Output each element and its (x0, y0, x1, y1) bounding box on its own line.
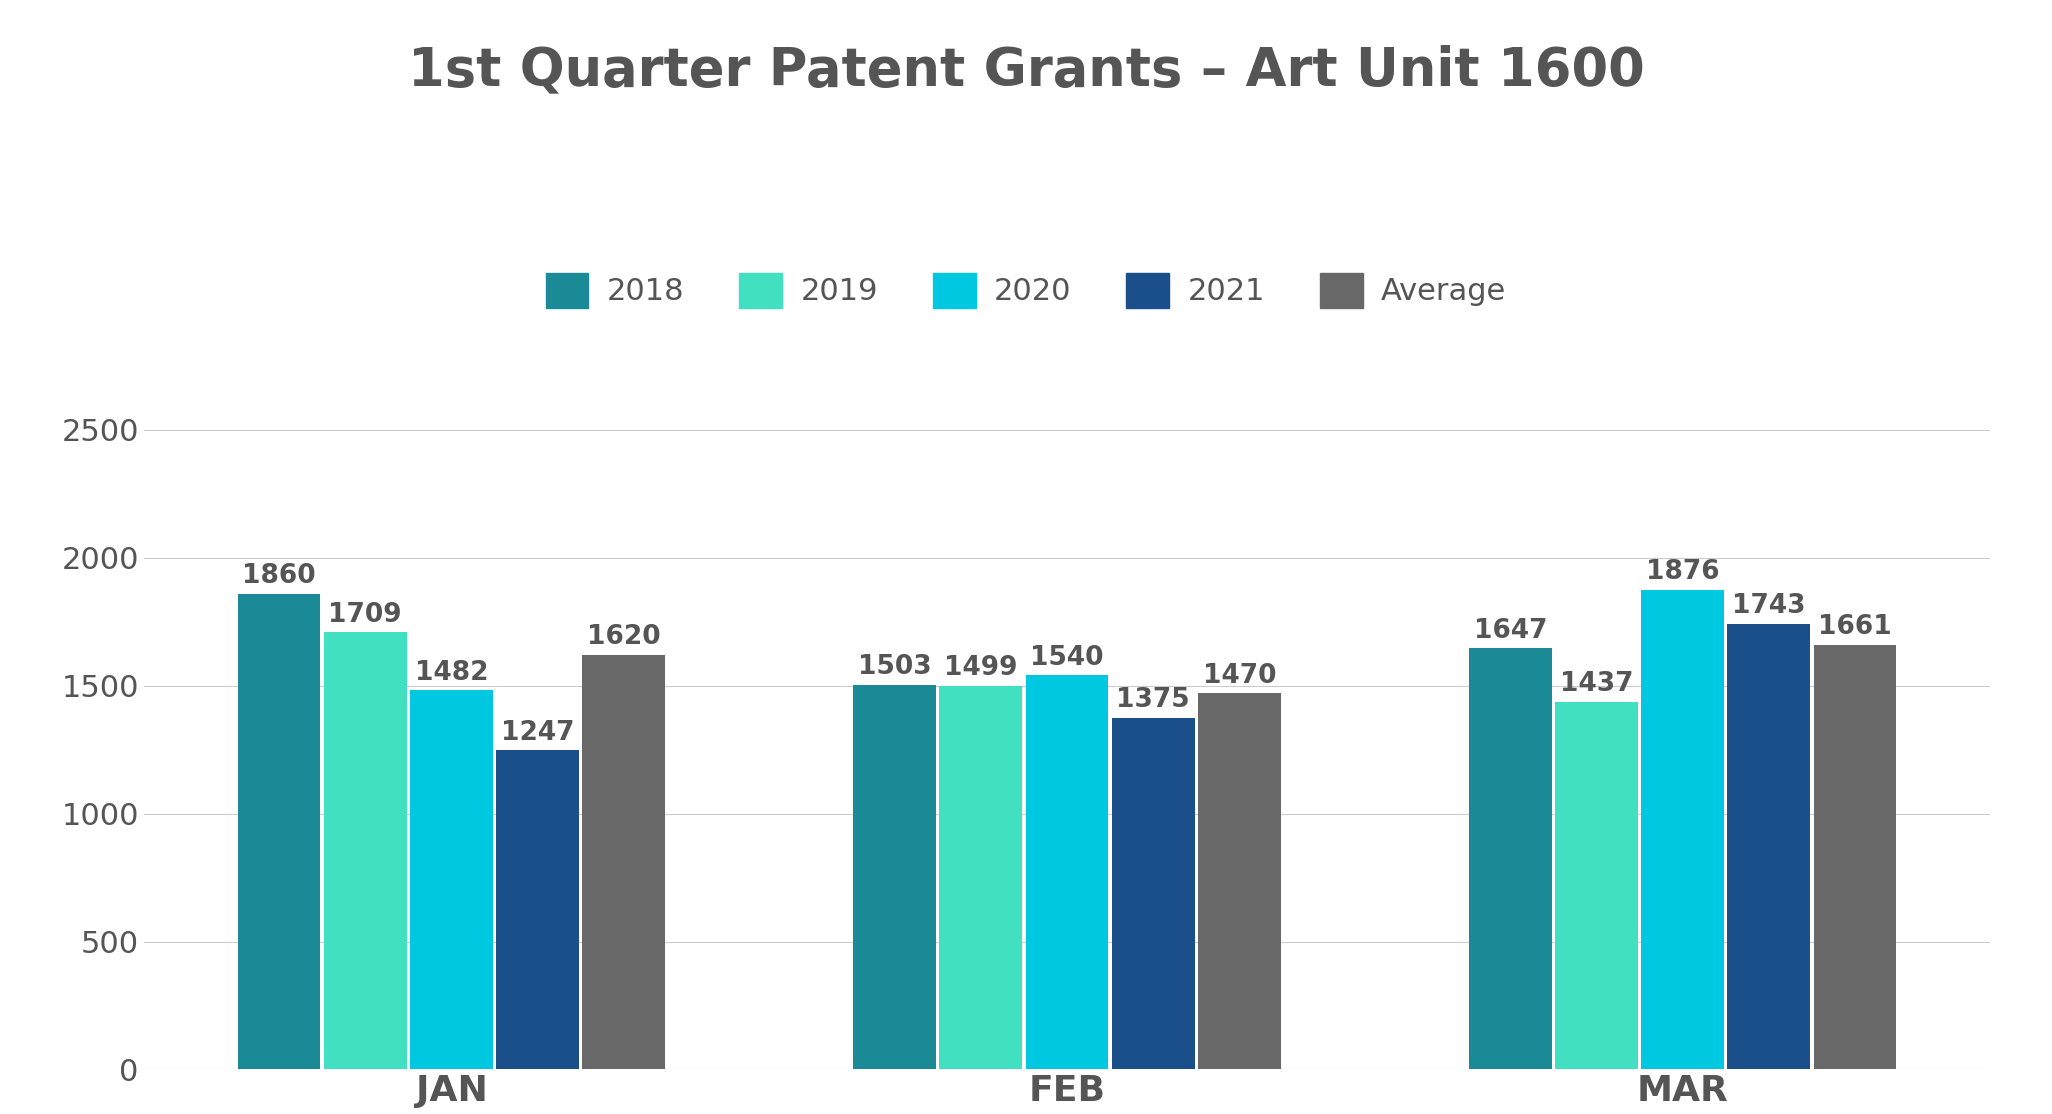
Text: 1709: 1709 (328, 602, 402, 627)
Text: 1540: 1540 (1030, 645, 1104, 671)
Text: 1499: 1499 (944, 655, 1018, 682)
Legend: 2018, 2019, 2020, 2021, Average: 2018, 2019, 2020, 2021, Average (534, 261, 1518, 320)
Bar (1642, 589, 1724, 1069)
Bar (324, 633, 406, 1069)
Text: 1437: 1437 (1560, 672, 1633, 697)
Text: 1860: 1860 (242, 563, 316, 589)
Text: 1743: 1743 (1732, 593, 1806, 619)
Bar (1555, 702, 1637, 1069)
Bar (410, 691, 492, 1069)
Text: 1503: 1503 (858, 654, 932, 681)
Text: 1st Quarter Patent Grants – Art Unit 1600: 1st Quarter Patent Grants – Art Unit 160… (408, 45, 1644, 97)
Bar (497, 751, 579, 1069)
Text: 1375: 1375 (1116, 687, 1190, 713)
Bar (854, 685, 936, 1069)
Bar (238, 594, 320, 1069)
Text: 1247: 1247 (501, 720, 575, 746)
Text: 1647: 1647 (1473, 617, 1547, 644)
Text: 1620: 1620 (587, 625, 661, 651)
Bar (940, 686, 1022, 1069)
Bar (583, 655, 665, 1069)
Bar (1198, 693, 1280, 1069)
Bar (1469, 648, 1551, 1069)
Bar (1112, 717, 1194, 1069)
Text: 1482: 1482 (415, 659, 488, 686)
Text: 1876: 1876 (1646, 559, 1720, 585)
Bar (1728, 624, 1810, 1069)
Bar (1814, 645, 1896, 1069)
Text: 1470: 1470 (1202, 663, 1276, 688)
Bar (1026, 675, 1108, 1069)
Text: 1661: 1661 (1818, 614, 1892, 639)
